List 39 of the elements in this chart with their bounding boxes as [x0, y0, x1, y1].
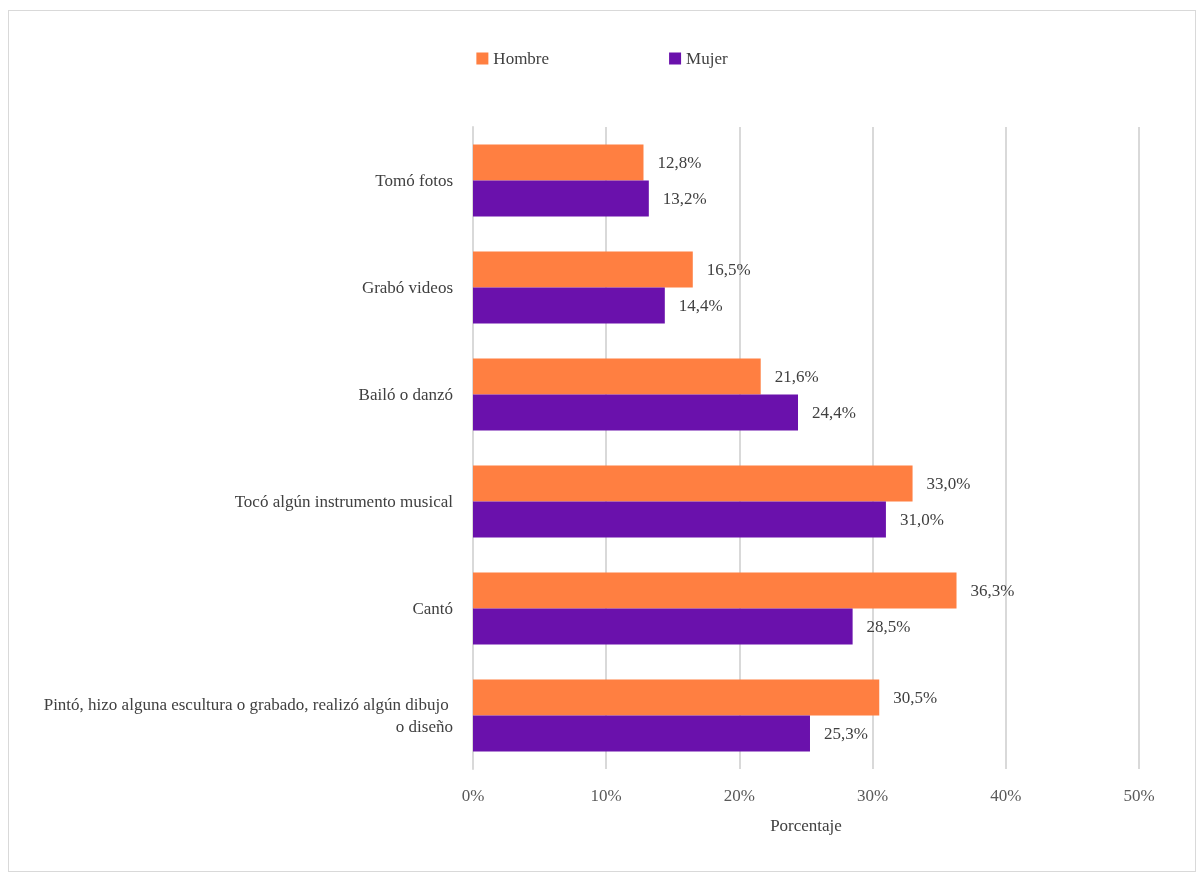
bar	[473, 180, 649, 217]
bar	[473, 144, 644, 181]
data-label: 31,0%	[899, 510, 944, 529]
bar	[473, 608, 853, 645]
data-label: 28,5%	[866, 617, 911, 636]
x-tick-label: 0%	[461, 786, 485, 805]
x-tick-label: 40%	[990, 786, 1022, 805]
data-label: 30,5%	[893, 688, 938, 707]
data-label: 25,3%	[824, 724, 868, 743]
data-label: 24,4%	[812, 403, 856, 422]
bar	[473, 394, 799, 431]
x-axis-title: Porcentaje	[770, 816, 842, 835]
bar	[473, 715, 810, 752]
data-label: 21,6%	[774, 367, 819, 386]
y-tick-label: Cantó	[412, 599, 453, 618]
bar	[473, 679, 880, 716]
bar	[473, 287, 665, 324]
y-tick-label: Tomó fotos	[375, 171, 453, 190]
x-tick-label: 20%	[723, 786, 755, 805]
bar	[473, 501, 886, 538]
y-tick-label: Tocó algún instrumento musical	[234, 492, 454, 511]
bar	[473, 465, 913, 502]
legend-label: Mujer	[686, 49, 728, 68]
data-label: 33,0%	[926, 474, 971, 493]
data-label: 13,2%	[662, 189, 707, 208]
data-label: 16,5%	[706, 260, 751, 279]
y-tick-label: Bailó o danzó	[358, 385, 453, 404]
x-tick-label: 50%	[1123, 786, 1155, 805]
y-tick-label: Pintó, hizo alguna escultura o grabado, realizó algún dibujo o diseño	[43, 695, 453, 736]
data-label: 12,8%	[657, 153, 702, 172]
x-tick-label: 10%	[590, 786, 622, 805]
data-label: 14,4%	[678, 296, 723, 315]
y-tick-label: Grabó videos	[361, 278, 453, 297]
bar	[473, 251, 693, 288]
bar	[473, 572, 957, 609]
legend-label: Hombre	[493, 49, 550, 68]
data-label: 36,3%	[970, 581, 1015, 600]
bar	[473, 358, 761, 395]
x-tick-label: 30%	[857, 786, 889, 805]
